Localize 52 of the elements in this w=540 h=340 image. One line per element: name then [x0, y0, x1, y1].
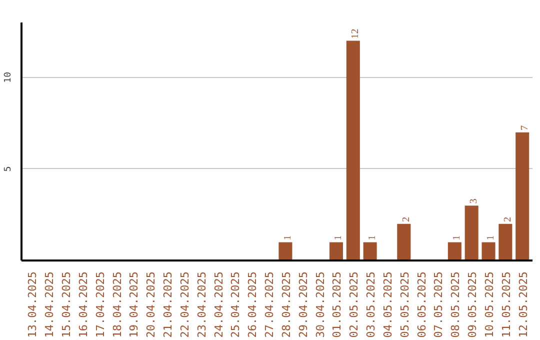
data-label: 3 [468, 198, 480, 204]
x-tick-label: 02.05.2025 [348, 271, 361, 338]
data-label: 12 [350, 28, 362, 39]
data-label: 1 [486, 235, 497, 240]
x-tick-label: 26.04.2025 [246, 271, 260, 338]
data-label: 1 [452, 235, 463, 240]
bar [448, 242, 462, 260]
data-label: 2 [502, 216, 514, 222]
x-tick-label: 13.04.2025 [26, 271, 40, 338]
data-label: 1 [367, 235, 378, 240]
x-tick-label: 16.04.2025 [76, 271, 90, 338]
x-tick-label: 21.04.2025 [162, 271, 175, 338]
data-label: 2 [400, 216, 412, 222]
x-tick-label: 27.04.2025 [263, 271, 276, 338]
x-tick-label: 23.04.2025 [195, 271, 208, 338]
x-tick-label: 01.05.2025 [330, 271, 344, 338]
x-tick-label: 30.04.2025 [314, 271, 327, 338]
bar [464, 206, 478, 260]
x-tick-label: 11.05.2025 [500, 271, 513, 338]
x-tick-label: 19.04.2025 [128, 271, 141, 338]
data-label: 1 [282, 235, 294, 240]
bar [498, 224, 512, 260]
bar [363, 242, 377, 260]
x-tick-label: 28.04.2025 [280, 271, 293, 338]
x-tick-label: 15.04.2025 [60, 271, 73, 338]
bar [329, 242, 343, 260]
bar [482, 242, 496, 260]
x-tick-label: 25.04.2025 [229, 271, 242, 338]
x-tick-label: 22.04.2025 [178, 271, 192, 338]
x-tick-label: 14.04.2025 [43, 271, 56, 338]
x-tick-label: 17.04.2025 [94, 271, 107, 338]
bar [397, 224, 411, 260]
x-tick-label: 12.05.2025 [516, 271, 530, 338]
x-tick-label: 29.04.2025 [296, 271, 310, 338]
x-tick-label: 07.05.2025 [432, 271, 446, 338]
x-tick-label: 05.05.2025 [398, 271, 412, 338]
x-tick-label: 08.05.2025 [449, 271, 462, 338]
data-label: 7 [519, 125, 530, 130]
bar [278, 242, 292, 260]
x-tick-label: 03.05.2025 [364, 271, 378, 338]
x-tick-label: 20.04.2025 [144, 271, 158, 338]
x-tick-label: 09.05.2025 [466, 271, 480, 338]
data-label: 1 [333, 235, 344, 240]
x-tick-label: 06.05.2025 [415, 271, 428, 338]
y-tick-label: 5 [4, 166, 14, 172]
x-tick-label: 24.04.2025 [212, 271, 226, 338]
y-tick-label: 10 [4, 72, 14, 83]
x-tick-label: 10.05.2025 [483, 271, 496, 338]
x-tick-label: 04.05.2025 [381, 271, 394, 338]
x-tick-label: 18.04.2025 [110, 271, 124, 338]
bar [516, 132, 530, 260]
bar [346, 40, 360, 260]
